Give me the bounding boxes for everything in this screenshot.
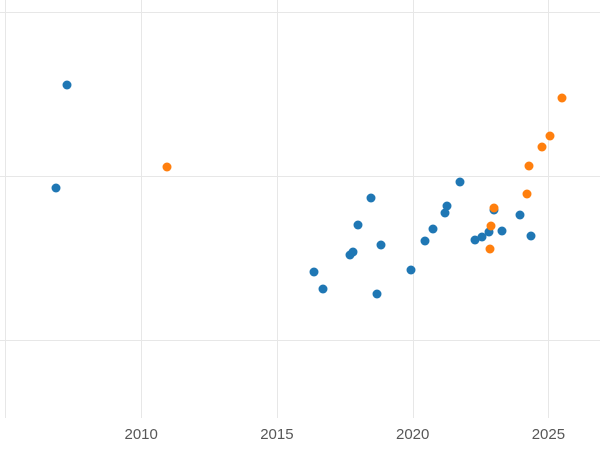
x-tick-label: 2015	[260, 426, 294, 443]
data-point-blue	[484, 227, 494, 237]
data-point-orange	[486, 221, 496, 231]
data-point-blue	[366, 193, 376, 203]
data-point-orange	[162, 162, 172, 172]
data-point-blue	[428, 224, 438, 234]
data-point-orange	[557, 93, 567, 103]
data-point-orange	[522, 189, 532, 199]
data-point-blue	[526, 231, 536, 241]
data-point-blue	[515, 210, 525, 220]
data-point-blue	[372, 289, 382, 299]
data-point-blue	[406, 265, 416, 275]
x-gridline	[141, 0, 143, 418]
x-gridline	[5, 0, 7, 418]
y-gridline	[0, 12, 600, 14]
data-point-blue	[477, 232, 487, 242]
y-gridline	[0, 176, 600, 178]
data-point-blue	[353, 220, 363, 230]
data-point-blue	[51, 183, 61, 193]
data-point-orange	[489, 203, 499, 213]
data-point-blue	[420, 236, 430, 246]
data-point-blue	[318, 284, 328, 294]
data-point-orange	[545, 131, 555, 141]
data-point-orange	[524, 161, 534, 171]
data-point-blue	[497, 226, 507, 236]
data-point-blue	[376, 240, 386, 250]
y-gridline	[0, 340, 600, 342]
data-point-blue	[440, 208, 450, 218]
data-point-blue	[470, 235, 480, 245]
data-point-blue	[348, 247, 358, 257]
data-point-blue	[455, 177, 465, 187]
x-gridline	[412, 0, 414, 418]
x-gridline	[276, 0, 278, 418]
data-point-blue	[62, 80, 71, 90]
x-tick-label: 2025	[531, 426, 566, 443]
data-point-orange	[537, 142, 547, 152]
x-tick-label: 2010	[124, 426, 158, 443]
x-tick-label: 2020	[396, 426, 430, 443]
x-gridline	[548, 0, 550, 418]
data-point-orange	[485, 244, 495, 254]
data-point-blue	[442, 201, 452, 211]
data-point-blue	[309, 267, 319, 277]
